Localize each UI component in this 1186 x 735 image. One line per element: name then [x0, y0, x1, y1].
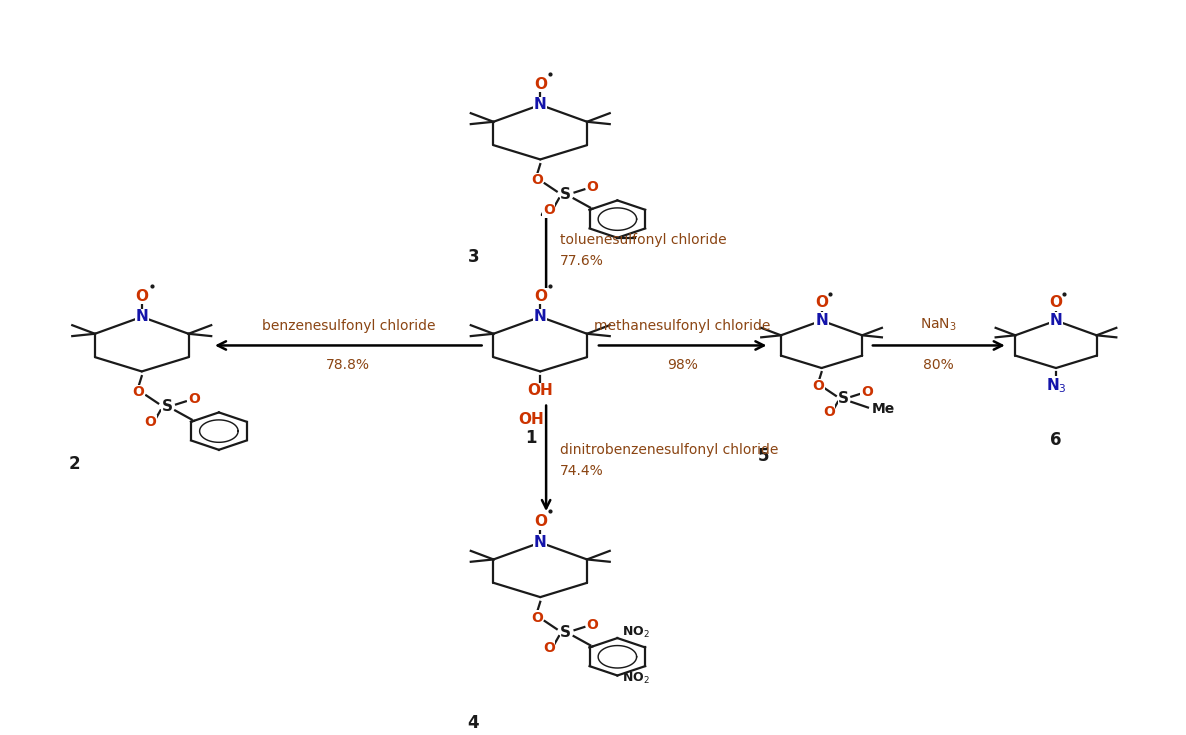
Text: 2: 2 [69, 455, 81, 473]
Text: O: O [534, 76, 547, 92]
Text: NaN$_3$: NaN$_3$ [920, 317, 957, 333]
Text: O: O [543, 203, 555, 217]
Text: Me: Me [872, 401, 895, 416]
Text: N: N [534, 535, 547, 550]
Text: toluenesulfonyl chloride: toluenesulfonyl chloride [560, 233, 727, 248]
Text: N$_3$: N$_3$ [1046, 377, 1066, 395]
Text: O: O [135, 289, 148, 304]
Text: NO$_2$: NO$_2$ [623, 625, 650, 640]
Text: NO$_2$: NO$_2$ [623, 671, 650, 686]
Text: OH: OH [528, 384, 553, 398]
Text: 78.8%: 78.8% [326, 358, 370, 372]
Text: O: O [812, 379, 824, 393]
Text: 77.6%: 77.6% [560, 254, 604, 268]
Text: O: O [586, 618, 598, 632]
Text: N: N [534, 309, 547, 324]
Text: 74.4%: 74.4% [560, 464, 604, 478]
Text: O: O [823, 405, 835, 419]
Text: 3: 3 [467, 248, 479, 266]
Text: benzenesulfonyl chloride: benzenesulfonyl chloride [262, 319, 435, 333]
Text: O: O [531, 173, 543, 187]
Text: 80%: 80% [924, 358, 955, 372]
Text: 1: 1 [525, 429, 537, 447]
Text: O: O [145, 415, 157, 429]
Text: O: O [534, 289, 547, 304]
Text: S: S [839, 391, 849, 406]
Text: N: N [815, 313, 828, 328]
Text: N: N [1050, 313, 1063, 328]
Text: O: O [543, 641, 555, 655]
Text: O: O [531, 611, 543, 625]
Text: 4: 4 [467, 714, 479, 732]
Text: S: S [560, 625, 572, 639]
Text: O: O [187, 392, 199, 406]
Text: OH: OH [518, 412, 544, 427]
Text: O: O [534, 514, 547, 529]
Text: O: O [132, 385, 145, 399]
Text: S: S [560, 187, 572, 202]
Text: S: S [161, 399, 173, 414]
Text: N: N [135, 309, 148, 324]
Text: dinitrobenzenesulfonyl chloride: dinitrobenzenesulfonyl chloride [560, 443, 778, 457]
Text: O: O [815, 295, 828, 310]
Text: methanesulfonyl chloride: methanesulfonyl chloride [594, 319, 771, 333]
Text: O: O [586, 180, 598, 194]
Text: O: O [1050, 295, 1063, 310]
Text: 5: 5 [758, 447, 770, 465]
Text: O: O [861, 385, 873, 399]
Text: 98%: 98% [668, 358, 699, 372]
Text: 6: 6 [1051, 431, 1061, 449]
Text: N: N [534, 97, 547, 112]
